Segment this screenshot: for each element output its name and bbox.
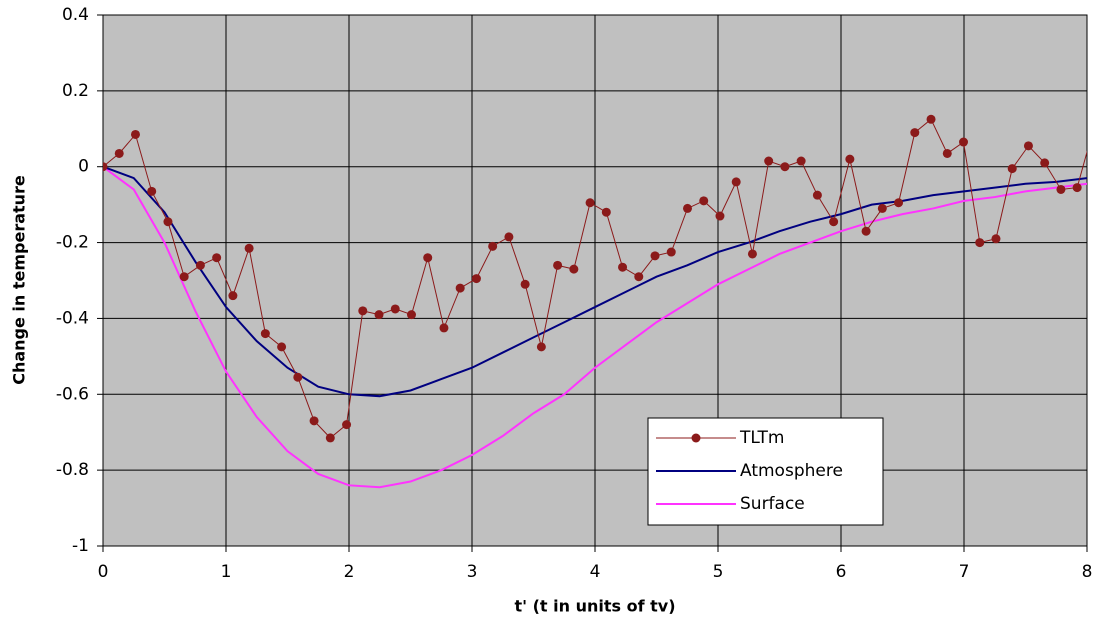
marker (618, 262, 628, 272)
marker (764, 156, 774, 166)
x-tick-label: 0 (98, 562, 109, 582)
marker (666, 247, 676, 257)
marker (894, 198, 904, 208)
marker (439, 323, 449, 333)
marker (585, 198, 595, 208)
y-tick-label: 0.4 (62, 5, 89, 25)
marker (926, 114, 936, 124)
marker (358, 306, 368, 316)
marker (829, 217, 839, 227)
marker (959, 137, 969, 147)
plot-border (102, 14, 1088, 547)
marker (715, 211, 725, 221)
marker (244, 243, 254, 253)
marker (536, 342, 546, 352)
x-tick-label: 8 (1082, 562, 1093, 582)
x-tick-label: 7 (959, 562, 970, 582)
marker (1023, 141, 1033, 151)
legend-label: TLTm (739, 428, 784, 448)
marker (1089, 124, 1096, 133)
x-tick-label: 1 (221, 562, 232, 582)
y-tick-label: 0.2 (62, 81, 89, 101)
marker (845, 154, 855, 164)
x-tick-label: 3 (467, 562, 478, 582)
marker (228, 291, 238, 301)
line (103, 165, 1087, 398)
marker (650, 251, 660, 261)
marker (877, 203, 887, 213)
marker (147, 186, 157, 196)
marker (796, 156, 806, 166)
marker (406, 310, 416, 320)
marker (634, 272, 644, 282)
marker (390, 304, 400, 314)
marker (423, 253, 433, 263)
y-axis-label: Change in temperature (10, 175, 29, 385)
marker (179, 272, 189, 282)
marker (1056, 184, 1066, 194)
marker (488, 241, 498, 251)
marker (747, 249, 757, 259)
y-tick-label: -0.2 (56, 233, 89, 253)
marker (553, 260, 563, 270)
y-tick-label: -0.4 (56, 308, 89, 328)
marker (130, 129, 140, 139)
y-tick-label: 0 (78, 157, 89, 177)
marker (731, 177, 741, 187)
marker (780, 162, 790, 172)
marker (504, 232, 514, 242)
marker (975, 238, 985, 248)
marker (812, 190, 822, 200)
marker (942, 148, 952, 158)
marker (277, 342, 287, 352)
y-tick-label: -0.8 (56, 460, 89, 480)
y-tick-label: -0.6 (56, 384, 89, 404)
series-group (103, 114, 1096, 489)
legend-label: Surface (740, 494, 805, 514)
marker (103, 162, 108, 172)
x-tick-label: 2 (344, 562, 355, 582)
marker (471, 274, 481, 284)
marker (569, 264, 579, 274)
x-tick-label: 5 (713, 562, 724, 582)
marker (309, 416, 319, 426)
marker (374, 310, 384, 320)
x-axis-label: t' (t in units of tv) (514, 597, 675, 616)
marker (1007, 164, 1017, 174)
marker (195, 260, 205, 270)
marker (1040, 158, 1050, 168)
marker (342, 420, 352, 430)
marker (682, 203, 692, 213)
marker (114, 148, 124, 158)
marker (293, 372, 303, 382)
marker (991, 234, 1001, 244)
marker (861, 226, 871, 236)
marker (212, 253, 222, 263)
legend-marker (691, 433, 701, 443)
x-tick-label: 6 (836, 562, 847, 582)
x-tick-label: 4 (590, 562, 601, 582)
marker (1072, 183, 1082, 193)
line (103, 165, 1087, 489)
marker (260, 329, 270, 339)
marker (455, 283, 465, 293)
legend-label: Atmosphere (740, 461, 843, 481)
marker (910, 128, 920, 138)
marker (163, 217, 173, 227)
marker (601, 207, 611, 217)
marker (699, 196, 709, 206)
marker (520, 279, 530, 289)
marker (325, 433, 335, 443)
y-tick-label: -1 (72, 536, 89, 556)
